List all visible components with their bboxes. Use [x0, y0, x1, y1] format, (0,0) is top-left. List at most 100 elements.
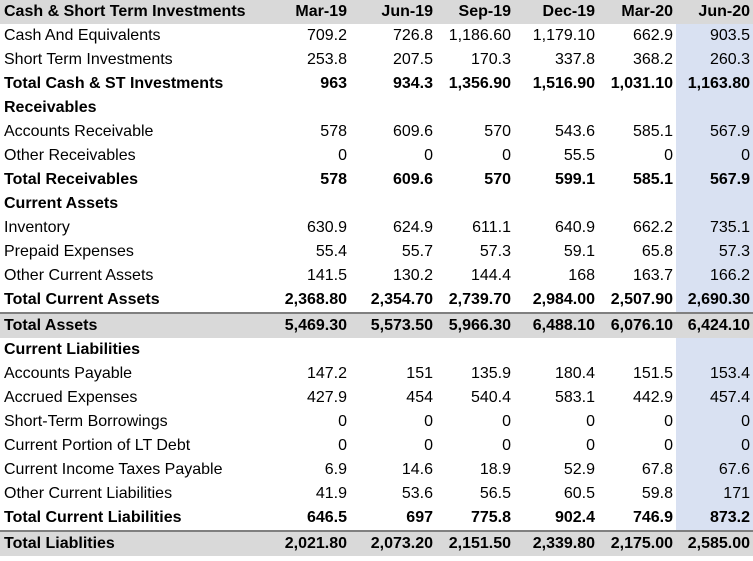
row-label: Total Receivables [4, 171, 138, 188]
cell-value: 630.9 [306, 219, 347, 236]
table-row: Short-Term Borrowings 0 0 0 0 0 0 [0, 410, 753, 434]
cell-value: 163.7 [632, 267, 673, 284]
table-row: Other Current Liabilities 41.9 53.6 56.5… [0, 482, 753, 506]
total-row: Total Cash & ST Investments 963 934.3 1,… [0, 72, 753, 96]
table-row: Prepaid Expenses 55.4 55.7 57.3 59.1 65.… [0, 240, 753, 264]
cell-value: 57.3 [479, 243, 511, 260]
period-header: Dec-19 [514, 0, 598, 24]
table-row: Accounts Payable 147.2 151 135.9 180.4 1… [0, 362, 753, 386]
table-row: Cash And Equivalents 709.2 726.8 1,186.6… [0, 24, 753, 48]
cell-value: 168 [568, 267, 595, 284]
cell-value: 5,966.30 [436, 312, 514, 338]
row-label: Short-Term Borrowings [4, 413, 168, 430]
total-row: Total Current Liabilities 646.5 697 775.… [0, 506, 753, 531]
period-header: Sep-19 [436, 0, 514, 24]
cell-value: 578 [320, 123, 347, 140]
cell-value: 55.4 [315, 243, 347, 260]
table-row: Other Receivables 0 0 0 55.5 0 0 [0, 144, 753, 168]
cell-value: 0 [676, 410, 753, 434]
cell-value: 583.1 [554, 389, 595, 406]
cell-value: 41.9 [315, 485, 347, 502]
cell-value: 2,175.00 [598, 530, 676, 556]
row-label: Accounts Receivable [4, 123, 154, 140]
cell-value: 151 [406, 365, 433, 382]
cell-value: 963 [320, 75, 347, 92]
cell-value: 6,424.10 [676, 312, 753, 338]
cell-value: 171 [676, 482, 753, 506]
table-row: Short Term Investments 253.8 207.5 170.3… [0, 48, 753, 72]
section-heading: Current Assets [4, 195, 119, 212]
cell-value: 697 [406, 509, 433, 526]
row-label: Cash And Equivalents [4, 27, 161, 44]
cell-value: 726.8 [392, 27, 433, 44]
cell-value: 585.1 [632, 123, 673, 140]
row-label: Current Income Taxes Payable [4, 461, 223, 478]
cell-value: 709.2 [306, 27, 347, 44]
row-label: Inventory [4, 219, 70, 236]
cell-value: 6.9 [324, 461, 347, 478]
cell-value: 2,585.00 [676, 530, 753, 556]
cell-value: 543.6 [554, 123, 595, 140]
cell-value: 442.9 [632, 389, 673, 406]
cell-value: 56.5 [479, 485, 511, 502]
section-heading: Receivables [4, 99, 97, 116]
total-row: Total Receivables 578 609.6 570 599.1 58… [0, 168, 753, 192]
cell-value: 59.1 [563, 243, 595, 260]
cell-value: 2,073.20 [350, 530, 436, 556]
table-row: Accounts Receivable 578 609.6 570 543.6 … [0, 120, 753, 144]
cell-value: 65.8 [641, 243, 673, 260]
cell-value: 611.1 [472, 219, 511, 236]
cell-value: 130.2 [392, 267, 433, 284]
cell-value: 52.9 [563, 461, 595, 478]
row-label: Short Term Investments [4, 51, 173, 68]
cell-value: 775.8 [470, 509, 511, 526]
cell-value: 609.6 [392, 123, 433, 140]
cell-value: 0 [676, 434, 753, 458]
row-label: Total Assets [0, 312, 268, 338]
row-label: Total Cash & ST Investments [4, 75, 224, 92]
cell-value: 60.5 [563, 485, 595, 502]
cell-value: 599.1 [554, 171, 595, 188]
cell-value: 5,573.50 [350, 312, 436, 338]
cell-value: 1,516.90 [532, 75, 595, 92]
cell-value: 0 [664, 147, 673, 164]
cell-value: 67.8 [641, 461, 673, 478]
cell-value: 57.3 [676, 240, 753, 264]
cell-value: 567.9 [676, 168, 753, 192]
cell-value: 14.6 [401, 461, 433, 478]
cell-value: 578 [320, 171, 347, 188]
cell-value: 662.9 [632, 27, 673, 44]
cell-value: 0 [586, 413, 595, 430]
cell-value: 141.5 [306, 267, 347, 284]
table-row: Current Income Taxes Payable 6.9 14.6 18… [0, 458, 753, 482]
cell-value: 55.5 [563, 147, 595, 164]
cell-value: 567.9 [676, 120, 753, 144]
cell-value: 902.4 [554, 509, 595, 526]
section-heading: Current Liabilities [4, 341, 141, 358]
cell-value: 59.8 [641, 485, 673, 502]
cell-value: 170.3 [470, 51, 511, 68]
cell-value: 0 [676, 144, 753, 168]
cell-value: 2,368.80 [284, 291, 347, 308]
period-header: Mar-19 [268, 0, 350, 24]
cell-value: 151.5 [632, 365, 673, 382]
section-row: Receivables [0, 96, 753, 120]
row-label: Current Portion of LT Debt [4, 437, 191, 454]
header-row: Cash & Short Term Investments Mar-19 Jun… [0, 0, 753, 24]
cell-value: 624.9 [392, 219, 433, 236]
cell-value: 1,186.60 [448, 27, 511, 44]
cell-value: 2,739.70 [448, 291, 511, 308]
period-header: Jun-19 [350, 0, 436, 24]
cell-value: 646.5 [306, 509, 347, 526]
header-title: Cash & Short Term Investments [0, 0, 268, 24]
table-row: Current Portion of LT Debt 0 0 0 0 0 0 [0, 434, 753, 458]
cell-value: 153.4 [676, 362, 753, 386]
cell-value: 0 [502, 147, 511, 164]
cell-value: 55.7 [401, 243, 433, 260]
row-label: Accrued Expenses [4, 389, 138, 406]
cell-value: 1,031.10 [610, 75, 673, 92]
section-row: Current Liabilities [0, 338, 753, 362]
cell-value: 735.1 [676, 216, 753, 240]
row-label: Other Receivables [4, 147, 136, 164]
